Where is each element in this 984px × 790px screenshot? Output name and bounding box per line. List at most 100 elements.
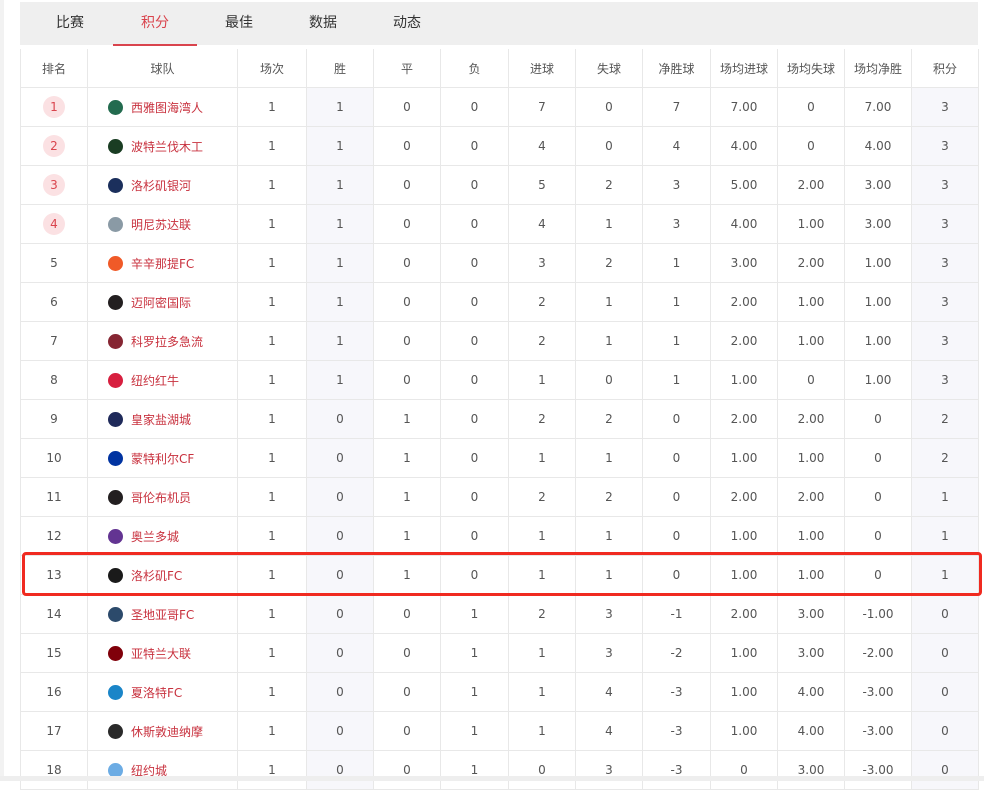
table-row[interactable]: 14 圣地亚哥FC 1 0 0 1 2 3 -1 2.00 3.00 -1.00 0 [20, 594, 979, 634]
table-row[interactable]: 2 波特兰伐木工 1 1 0 0 4 0 4 4.00 0 4.00 3 [20, 126, 979, 166]
team-link[interactable]: 纽约城 [88, 762, 237, 779]
table-row[interactable]: 15 亚特兰大联 1 0 0 1 1 3 -2 1.00 3.00 -2.00 0 [20, 633, 979, 673]
team-name: 明尼苏达联 [131, 217, 192, 232]
team-link[interactable]: 迈阿密国际 [88, 294, 237, 311]
team-link[interactable]: 奥兰多城 [88, 528, 237, 545]
stat-cell: 3 [642, 165, 711, 205]
column-header[interactable]: 排名 [20, 49, 88, 88]
stat-cell: 1 [911, 516, 979, 556]
column-header[interactable]: 失球 [575, 49, 643, 88]
table-row[interactable]: 17 休斯敦迪纳摩 1 0 0 1 1 4 -3 1.00 4.00 -3.00 0 [20, 711, 979, 751]
team-link[interactable]: 休斯敦迪纳摩 [88, 723, 237, 740]
tab-1[interactable]: 积分 [113, 2, 197, 46]
team-link[interactable]: 夏洛特FC [88, 684, 237, 701]
stat-cell: 1 [642, 282, 711, 322]
team-link[interactable]: 亚特兰大联 [88, 645, 237, 662]
table-row[interactable]: 13 洛杉矶FC 1 0 1 0 1 1 0 1.00 1.00 0 1 [20, 555, 979, 595]
team-link[interactable]: 西雅图海湾人 [88, 99, 237, 116]
stat-cell: 1 [306, 321, 374, 361]
stat-cell: 1.00 [844, 321, 912, 361]
team-link[interactable]: 科罗拉多急流 [88, 333, 237, 350]
stat-cell: 3 [911, 204, 979, 244]
tab-4[interactable]: 动态 [393, 15, 421, 31]
team-link[interactable]: 明尼苏达联 [88, 216, 237, 233]
rank-cell: 13 [20, 555, 88, 595]
stat-cell: 1 [237, 126, 307, 166]
horizontal-scrollbar[interactable] [0, 776, 984, 781]
stat-cell: 1 [575, 204, 643, 244]
stat-cell: 4.00 [844, 126, 912, 166]
team-link[interactable]: 纽约红牛 [88, 372, 237, 389]
stat-cell: 1 [373, 516, 441, 556]
tab-2[interactable]: 最佳 [225, 15, 253, 31]
table-row[interactable]: 6 迈阿密国际 1 1 0 0 2 1 1 2.00 1.00 1.00 3 [20, 282, 979, 322]
tab-3[interactable]: 数据 [309, 15, 337, 31]
stat-cell: 0 [844, 399, 912, 439]
column-header[interactable]: 平 [373, 49, 441, 88]
tab-0[interactable]: 比赛 [56, 15, 84, 31]
table-row[interactable]: 12 奥兰多城 1 0 1 0 1 1 0 1.00 1.00 0 1 [20, 516, 979, 556]
team-logo-icon [108, 216, 123, 232]
team-link[interactable]: 圣地亚哥FC [88, 606, 237, 623]
team-cell: 洛杉矶银河 [87, 165, 238, 205]
stat-cell: 2.00 [777, 243, 845, 283]
table-row[interactable]: 16 夏洛特FC 1 0 0 1 1 4 -3 1.00 4.00 -3.00 0 [20, 672, 979, 712]
rank: 3 [43, 174, 65, 196]
team-link[interactable]: 辛辛那提FC [88, 255, 237, 272]
stat-cell: 0 [440, 321, 509, 361]
stat-cell: 1 [237, 360, 307, 400]
table-row[interactable]: 9 皇家盐湖城 1 0 1 0 2 2 0 2.00 2.00 0 2 [20, 399, 979, 439]
stat-cell: 1 [575, 438, 643, 478]
stat-cell: 3.00 [844, 165, 912, 205]
stat-cell: 0 [373, 87, 441, 127]
stat-cell: 0 [911, 633, 979, 673]
column-header[interactable]: 场均净胜 [844, 49, 912, 88]
column-header[interactable]: 球队 [87, 49, 238, 88]
table-row[interactable]: 10 蒙特利尔CF 1 0 1 0 1 1 0 1.00 1.00 0 2 [20, 438, 979, 478]
team-link[interactable]: 哥伦布机员 [88, 489, 237, 506]
team-link[interactable]: 洛杉矶FC [88, 567, 237, 584]
stat-cell: 2.00 [777, 399, 845, 439]
table-row[interactable]: 18 纽约城 1 0 0 1 0 3 -3 0 3.00 -3.00 0 [20, 750, 979, 790]
stat-cell: 2.00 [710, 594, 778, 634]
column-header[interactable]: 积分 [911, 49, 979, 88]
table-row[interactable]: 8 纽约红牛 1 1 0 0 1 0 1 1.00 0 1.00 3 [20, 360, 979, 400]
stat-cell: 3.00 [777, 633, 845, 673]
team-link[interactable]: 波特兰伐木工 [88, 138, 237, 155]
standings-table: 排名 球队 场次胜平负进球 失球 净胜球 场均进球 场均失球 场均净胜 积分 1 西雅图海湾人 1 1… [20, 49, 979, 790]
table-row[interactable]: 3 洛杉矶银河 1 1 0 0 5 2 3 5.00 2.00 3.00 3 [20, 165, 979, 205]
team-cell: 明尼苏达联 [87, 204, 238, 244]
column-header[interactable]: 净胜球 [642, 49, 711, 88]
stat-cell: 0 [440, 516, 509, 556]
table-row[interactable]: 1 西雅图海湾人 1 1 0 0 7 0 7 7.00 0 7.00 3 [20, 87, 979, 127]
column-header[interactable]: 场均进球 [710, 49, 778, 88]
column-header[interactable]: 场次 [237, 49, 307, 88]
rank: 1 [43, 96, 65, 118]
team-name: 洛杉矶FC [131, 568, 183, 583]
column-header[interactable]: 负 [440, 49, 509, 88]
stat-cell: 2 [508, 321, 576, 361]
table-row[interactable]: 11 哥伦布机员 1 0 1 0 2 2 0 2.00 2.00 0 1 [20, 477, 979, 517]
team-link[interactable]: 皇家盐湖城 [88, 411, 237, 428]
team-logo-icon [108, 411, 123, 427]
team-logo-icon [108, 567, 123, 583]
team-link[interactable]: 蒙特利尔CF [88, 450, 237, 467]
stat-cell: 1 [575, 555, 643, 595]
column-header[interactable]: 胜 [306, 49, 374, 88]
team-name: 夏洛特FC [131, 685, 183, 700]
column-header[interactable]: 进球 [508, 49, 576, 88]
team-link[interactable]: 洛杉矶银河 [88, 177, 237, 194]
team-cell: 迈阿密国际 [87, 282, 238, 322]
table-row[interactable]: 7 科罗拉多急流 1 1 0 0 2 1 1 2.00 1.00 1.00 3 [20, 321, 979, 361]
column-header[interactable]: 场均失球 [777, 49, 845, 88]
stat-cell: 3.00 [844, 204, 912, 244]
stat-cell: 1 [306, 126, 374, 166]
stat-cell: 1 [237, 711, 307, 751]
table-row[interactable]: 4 明尼苏达联 1 1 0 0 4 1 3 4.00 1.00 3.00 3 [20, 204, 979, 244]
table-row[interactable]: 5 辛辛那提FC 1 1 0 0 3 2 1 3.00 2.00 1.00 3 [20, 243, 979, 283]
stat-cell: 0 [306, 438, 374, 478]
stat-cell: 1 [575, 516, 643, 556]
stat-cell: 1 [440, 594, 509, 634]
stat-cell: -3 [642, 711, 711, 751]
stat-cell: -2 [642, 633, 711, 673]
